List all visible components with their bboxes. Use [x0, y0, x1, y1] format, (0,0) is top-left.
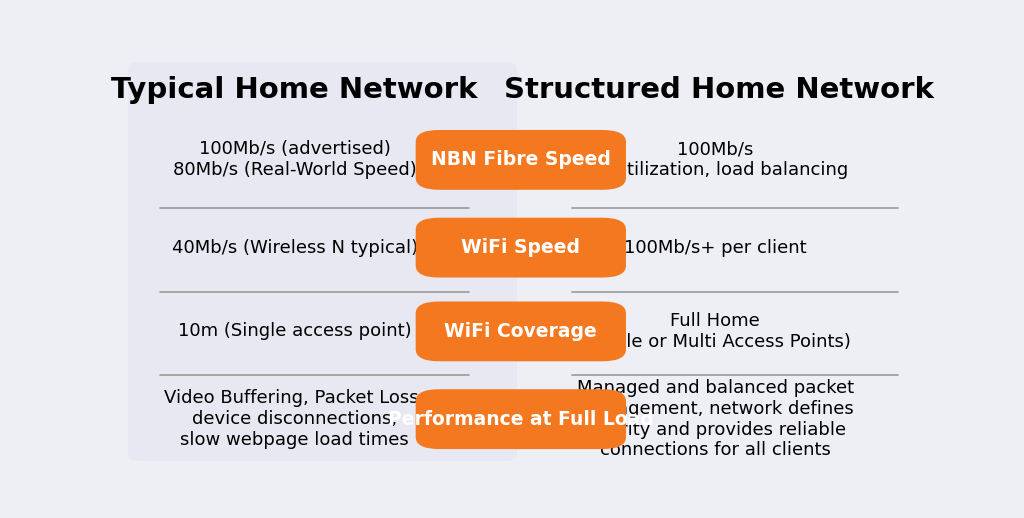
- Text: WiFi Coverage: WiFi Coverage: [444, 322, 597, 341]
- Text: 100Mb/s (advertised)
80Mb/s (Real-World Speed): 100Mb/s (advertised) 80Mb/s (Real-World …: [173, 140, 417, 179]
- Text: Structured Home Network: Structured Home Network: [504, 76, 934, 104]
- Text: NBN Fibre Speed: NBN Fibre Speed: [431, 150, 610, 169]
- FancyBboxPatch shape: [416, 301, 626, 362]
- Text: Managed and balanced packet
management, network defines
priority and provides re: Managed and balanced packet management, …: [577, 379, 854, 459]
- Text: 10m (Single access point): 10m (Single access point): [178, 322, 412, 340]
- Text: Typical Home Network: Typical Home Network: [112, 76, 478, 104]
- FancyBboxPatch shape: [416, 130, 626, 190]
- Text: 100Mb/s+ per client: 100Mb/s+ per client: [624, 239, 807, 256]
- Text: 100Mb/s
full utilization, load balancing: 100Mb/s full utilization, load balancing: [582, 140, 849, 179]
- Text: WiFi Speed: WiFi Speed: [462, 238, 581, 257]
- Text: Video Buffering, Packet Loss,
device disconnections,
slow webpage load times: Video Buffering, Packet Loss, device dis…: [165, 390, 425, 449]
- FancyBboxPatch shape: [416, 218, 626, 278]
- Text: 40Mb/s (Wireless N typical): 40Mb/s (Wireless N typical): [172, 239, 418, 256]
- Text: Performance at Full Load: Performance at Full Load: [388, 410, 653, 428]
- Text: Full Home
(Single or Multi Access Points): Full Home (Single or Multi Access Points…: [580, 312, 851, 351]
- FancyBboxPatch shape: [416, 389, 626, 449]
- FancyBboxPatch shape: [128, 62, 517, 461]
